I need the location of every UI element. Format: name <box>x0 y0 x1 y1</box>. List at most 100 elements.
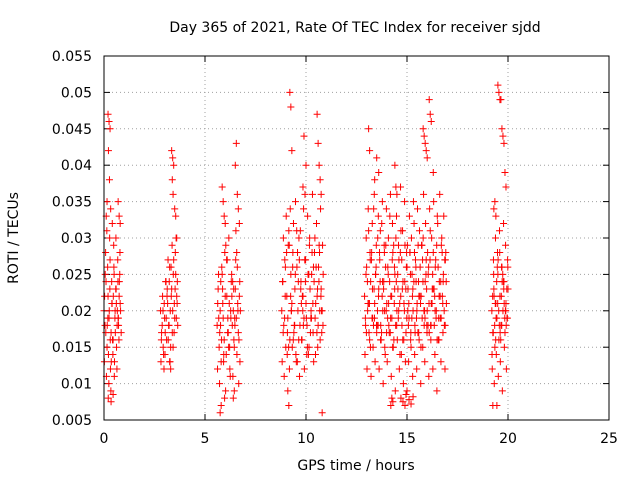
data-point <box>173 234 181 242</box>
data-point <box>440 212 448 220</box>
data-point <box>169 190 177 198</box>
data-point <box>167 365 175 373</box>
data-point <box>361 350 369 358</box>
data-point <box>103 198 111 206</box>
data-point <box>423 285 431 293</box>
data-point <box>370 190 378 198</box>
data-point <box>399 336 407 344</box>
data-point <box>106 336 114 344</box>
y-tick-label: 0.025 <box>52 267 92 283</box>
data-point <box>105 118 113 126</box>
data-point <box>228 292 236 300</box>
data-point <box>311 350 319 358</box>
data-point <box>419 234 427 242</box>
data-point <box>426 227 434 235</box>
data-point <box>285 365 293 373</box>
data-point <box>168 147 176 155</box>
data-point <box>112 285 120 293</box>
data-point <box>427 118 435 126</box>
data-point <box>367 372 375 380</box>
data-point <box>228 270 236 278</box>
data-point <box>319 270 327 278</box>
data-point <box>425 263 433 271</box>
data-point <box>389 343 397 351</box>
data-point <box>229 394 237 402</box>
data-point <box>407 336 415 344</box>
data-point <box>219 198 227 206</box>
data-point <box>311 234 319 242</box>
data-point <box>159 343 167 351</box>
data-point <box>221 394 229 402</box>
data-point <box>287 103 295 111</box>
data-point <box>218 183 226 191</box>
data-point <box>169 154 177 162</box>
data-point <box>422 219 430 227</box>
data-point <box>291 198 299 206</box>
data-point <box>433 336 441 344</box>
data-point <box>387 372 395 380</box>
data-point <box>401 198 409 206</box>
x-tick-label: 5 <box>201 431 210 447</box>
data-point <box>491 234 499 242</box>
data-point <box>303 343 311 351</box>
data-point <box>319 321 327 329</box>
data-point <box>372 241 380 249</box>
y-tick-label: 0.055 <box>52 49 92 65</box>
data-point <box>216 409 224 417</box>
data-point <box>502 365 510 373</box>
data-point <box>494 256 502 264</box>
data-point <box>371 176 379 184</box>
data-point <box>426 205 434 213</box>
data-point <box>279 329 287 337</box>
data-point <box>431 350 439 358</box>
data-point <box>420 190 428 198</box>
data-point <box>221 249 229 257</box>
data-point <box>501 168 509 176</box>
data-point <box>294 249 302 257</box>
data-point <box>281 263 289 271</box>
data-point <box>406 270 414 278</box>
data-point <box>215 343 223 351</box>
data-point <box>376 227 384 235</box>
data-point <box>411 321 419 329</box>
data-point <box>401 278 409 286</box>
data-point <box>232 227 240 235</box>
data-point <box>168 176 176 184</box>
data-point <box>490 205 498 213</box>
data-point <box>106 365 114 373</box>
data-point <box>490 292 498 300</box>
data-point <box>504 256 512 264</box>
data-point <box>283 350 291 358</box>
data-point <box>219 285 227 293</box>
data-point <box>433 241 441 249</box>
data-point <box>425 372 433 380</box>
data-point <box>157 358 165 366</box>
data-point <box>316 176 324 184</box>
data-point <box>378 219 386 227</box>
data-point <box>318 409 326 417</box>
data-point <box>431 307 439 315</box>
data-point <box>236 278 244 286</box>
data-point <box>409 198 417 206</box>
chart-title: Day 365 of 2021, Rate Of TEC Index for r… <box>169 20 540 36</box>
data-point <box>435 292 443 300</box>
data-point <box>280 321 288 329</box>
data-point <box>223 256 231 264</box>
data-point <box>430 198 438 206</box>
data-point <box>103 321 111 329</box>
data-point <box>167 263 175 271</box>
data-point <box>412 314 420 322</box>
data-point <box>504 263 512 271</box>
data-point <box>317 292 325 300</box>
data-point <box>364 300 372 308</box>
data-point <box>386 190 394 198</box>
data-point <box>278 358 286 366</box>
data-point <box>218 336 226 344</box>
data-point <box>105 380 113 388</box>
data-point <box>280 372 288 380</box>
data-point <box>283 249 291 257</box>
data-point <box>309 300 317 308</box>
data-point <box>391 161 399 169</box>
data-point <box>110 241 118 249</box>
data-point <box>362 321 370 329</box>
